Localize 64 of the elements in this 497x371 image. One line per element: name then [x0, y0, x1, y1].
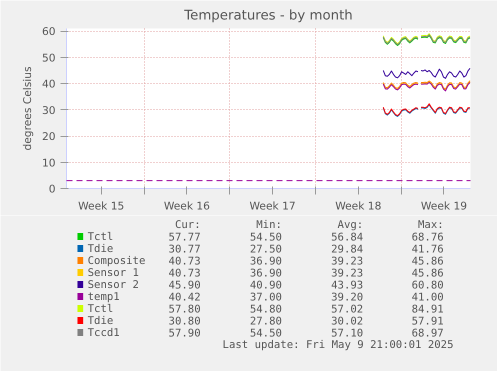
- text: 27.80: [250, 314, 282, 328]
- text: 41.76: [412, 242, 444, 256]
- text: 40.73: [168, 266, 201, 280]
- text: 39.23: [331, 266, 364, 280]
- y-tick-label: 0: [48, 182, 56, 196]
- x-tick-label: Week 16: [164, 200, 210, 212]
- legend-label: Tctl: [88, 230, 114, 243]
- legend-label: Tctl: [88, 302, 114, 315]
- text: 39.20: [331, 290, 364, 304]
- y-tick-label: 40: [42, 78, 56, 91]
- text: 56.84: [331, 230, 364, 244]
- text: 30.80: [168, 314, 201, 328]
- legend-label: temp1: [88, 290, 120, 303]
- text: 84.91: [412, 302, 444, 316]
- text: 36.90: [250, 254, 282, 268]
- y-tick-label: 10: [42, 156, 56, 170]
- text: 57.10: [331, 326, 364, 340]
- text: 37.00: [250, 290, 282, 304]
- text: 39.23: [331, 254, 364, 268]
- legend-label: Sensor 2: [88, 278, 139, 291]
- text: Cur:: [174, 218, 201, 231]
- y-tick-label: 60: [42, 25, 56, 38]
- text: 40.90: [250, 278, 282, 292]
- x-tick-label: Week 15: [78, 200, 124, 212]
- text: 57.80: [168, 302, 201, 316]
- y-tick-label: 30: [42, 104, 56, 117]
- text: 54.50: [250, 230, 282, 244]
- text: 41.00: [412, 290, 444, 304]
- text: 45.90: [168, 278, 201, 292]
- text: 60.80: [412, 278, 444, 292]
- text: 45.86: [412, 254, 444, 268]
- text: 57.02: [331, 302, 364, 316]
- text: 36.90: [250, 266, 282, 280]
- legend-label: Tccd1: [88, 326, 120, 339]
- text: 57.90: [168, 326, 201, 340]
- x-tick-label: Week 17: [250, 200, 296, 212]
- x-tick-label: Week 19: [420, 200, 468, 212]
- text: 29.84: [331, 242, 364, 256]
- text: Avg:: [338, 218, 364, 231]
- text: Max:: [418, 218, 444, 231]
- text: 43.93: [331, 278, 364, 292]
- text: 40.42: [168, 290, 201, 304]
- text: 30.77: [168, 242, 201, 256]
- legend-label: Tdie: [88, 314, 114, 327]
- text: 68.76: [412, 230, 444, 244]
- legend-label: Sensor 1: [88, 266, 139, 279]
- text: Min:: [256, 218, 282, 231]
- legend-label: Composite: [88, 254, 146, 267]
- text: 45.86: [412, 266, 444, 280]
- text: Last update: Fri May 9 21:00:01 2025: [222, 338, 454, 351]
- x-tick-label: Week 18: [335, 200, 382, 212]
- text: 40.73: [168, 254, 201, 268]
- text: 54.50: [250, 326, 282, 340]
- text: 57.77: [168, 230, 201, 244]
- text: 27.50: [250, 242, 282, 256]
- y-tick-label: 50: [42, 51, 56, 64]
- text: 54.80: [250, 302, 282, 316]
- text: 68.97: [412, 326, 444, 340]
- text: 57.91: [412, 314, 444, 328]
- chart-title: Temperatures - by month: [183, 8, 353, 24]
- y-tick-label: 20: [42, 130, 56, 144]
- text: 30.02: [331, 314, 364, 328]
- y-axis-title: degrees Celsius: [20, 66, 34, 151]
- legend-label: Tdie: [88, 242, 114, 255]
